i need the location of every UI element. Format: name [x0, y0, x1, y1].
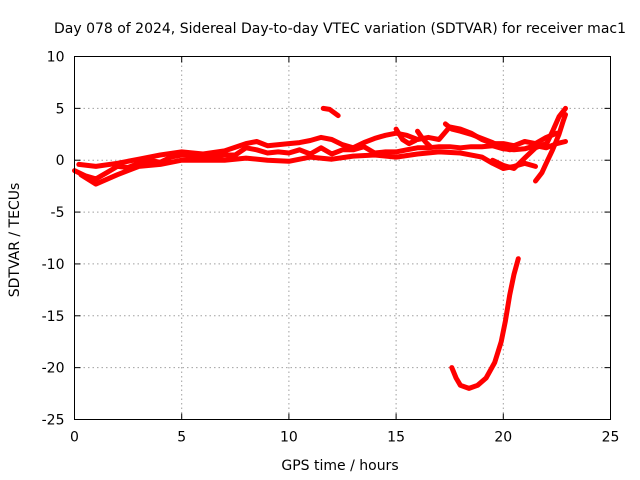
series-arc-20h — [490, 141, 549, 171]
series-rise-22h-b — [543, 105, 568, 148]
series-segment-16h — [415, 128, 433, 150]
y-tick-label: -20 — [42, 361, 65, 377]
series-rise-22h — [533, 112, 568, 184]
y-axis-label: SDTVAR / TECUs — [7, 183, 23, 298]
x-tick-label: 25 — [602, 430, 620, 446]
series-segment-12h — [320, 105, 341, 119]
series-lower-band — [78, 149, 538, 187]
y-tick-label: -25 — [42, 413, 65, 429]
grid-lines — [74, 56, 611, 420]
y-tick-label: -10 — [42, 257, 65, 273]
y-tick-label: 10 — [47, 50, 65, 66]
plot-frame — [74, 56, 611, 420]
x-tick-label: 10 — [280, 430, 298, 446]
x-axis-label: GPS time / hours — [281, 458, 398, 474]
y-tick-label: 0 — [56, 153, 65, 169]
x-tick-label: 0 — [70, 430, 79, 446]
data-traces — [72, 105, 568, 391]
chart-title: Day 078 of 2024, Sidereal Day-to-day VTE… — [54, 21, 626, 37]
y-tick-label: -5 — [51, 205, 65, 221]
axis-ticks — [74, 56, 611, 420]
series-descent-18h — [449, 256, 521, 391]
x-tick-label: 5 — [177, 430, 186, 446]
series-arc-17h — [442, 121, 519, 153]
x-tick-label: 15 — [387, 430, 405, 446]
series-segment-15h — [393, 126, 418, 147]
y-tick-label: 5 — [56, 101, 65, 117]
series-main-band — [72, 139, 568, 182]
x-tick-label: 20 — [494, 430, 512, 446]
y-tick-label: -15 — [42, 309, 65, 325]
